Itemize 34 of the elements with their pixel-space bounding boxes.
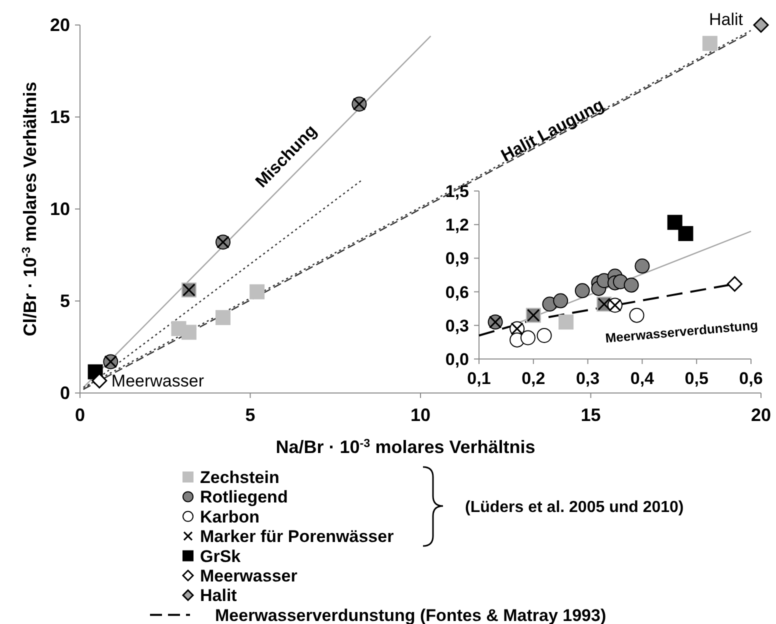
x-tick-label: 15: [580, 405, 601, 425]
legend-label: Halit: [200, 586, 238, 606]
legend-label: Zechstein: [200, 468, 280, 487]
annotation: Meerwasser: [111, 372, 204, 391]
x-tick-label: 0,5: [684, 369, 708, 388]
annotation: Meerwasserverdunstung: [604, 317, 759, 346]
y-tick-label: 5: [60, 291, 70, 311]
x-tick-label: 5: [245, 405, 256, 425]
y-tick-label: 0,3: [445, 316, 469, 336]
annotation: Halit: [708, 10, 744, 29]
y-tick-label: 1,2: [445, 216, 469, 235]
x-tick-label: 0: [74, 405, 86, 425]
x-tick-label: 0,6: [739, 369, 763, 388]
legend-label: GrSk: [200, 546, 242, 566]
legend-label: Rotliegend: [200, 488, 288, 507]
x-tick-label: 0,1: [467, 369, 491, 388]
x-axis-title: Na/Br · 10$^{-3}$ molares Verhältnis: [276, 436, 536, 457]
legend-label: Marker für Porenwässer: [200, 527, 394, 546]
legend-label: Karbon: [200, 507, 260, 526]
x-tick-label: 10: [410, 405, 431, 425]
y-tick-label: 1,5: [445, 182, 469, 201]
y-tick-label: 0,6: [445, 282, 469, 302]
y-tick-label: 20: [50, 15, 70, 35]
x-tick-label: 20: [750, 405, 772, 425]
x-tick-label: 0,3: [576, 369, 600, 388]
legend-label: Meerwasser: [200, 566, 298, 586]
x-tick-label: 0,2: [522, 369, 546, 388]
y-tick-label: 15: [50, 107, 70, 127]
y-tick-label: 0,9: [445, 249, 469, 268]
y-tick-label: 0,0: [445, 350, 469, 369]
y-tick-label: 0: [60, 383, 70, 403]
text: (Lüders et al. 2005 und 2010): [465, 499, 684, 516]
x-tick-label: 0,4: [630, 369, 655, 388]
y-tick-label: 10: [50, 199, 70, 219]
